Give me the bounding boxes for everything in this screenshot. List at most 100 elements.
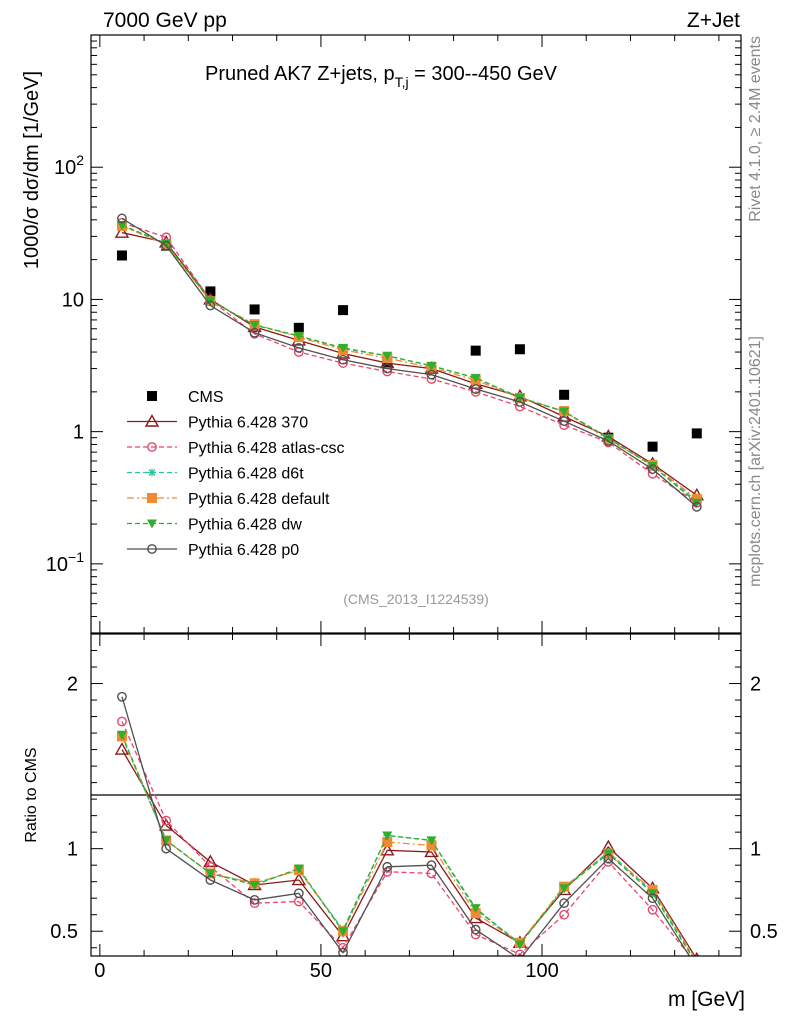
- ratio-point-4-7: [426, 836, 437, 846]
- x-axis-label: m [GeV]: [668, 988, 745, 1011]
- main-point-5-6: [382, 351, 393, 361]
- ratio-point-3-13: [691, 955, 702, 956]
- ratio-point-4-6: [382, 831, 393, 841]
- x-tick-label-1: 50: [310, 960, 332, 982]
- main-y-tick-label-2: 10: [62, 289, 84, 311]
- main-series-6: [117, 213, 702, 512]
- main-point-5-11: [603, 434, 614, 444]
- ratio-y-tick-label-left-0: 0.5: [50, 921, 78, 943]
- main-y-tick-label-0: 10−1: [46, 549, 84, 576]
- ratio-point-4-9: [514, 940, 525, 950]
- main-series-line-5: [121, 224, 698, 504]
- header-left: 7000 GeV pp: [103, 9, 227, 32]
- main-point-6-13: [691, 501, 702, 512]
- ratio-point-0-1: [158, 818, 174, 831]
- legend-label-2: Pythia 6.428 atlas-csc: [188, 440, 345, 457]
- ratio-series-3: [116, 731, 702, 956]
- main-point-6-1: [161, 240, 172, 251]
- ratio-point-5-2: [205, 875, 216, 885]
- legend-entry-4: Pythia 6.428 default: [127, 491, 330, 508]
- main-point-6-2: [205, 300, 216, 311]
- legend-entry-0: CMS: [147, 389, 224, 406]
- ratio-point-4-4: [293, 864, 304, 874]
- ratio-point-5-11: [603, 853, 614, 864]
- ratio-point-0-0: [114, 742, 130, 755]
- x-tick-label-0: 0: [94, 960, 105, 982]
- ratio-point-3-6: [382, 837, 393, 848]
- legend-marker-5: [147, 519, 157, 529]
- legend-marker-3: [148, 468, 156, 477]
- main-y-tick-label-3: 102: [54, 152, 84, 179]
- ratio-ticks: 0.5 0.5 1 1 2 2: [50, 650, 778, 949]
- ratio-y-tick-label-right-2: 2: [750, 674, 761, 696]
- main-point-2-8: [470, 386, 481, 397]
- legend-label-5: Pythia 6.428 dw: [188, 517, 302, 534]
- ratio-point-5-12: [647, 893, 658, 904]
- legend-entry-1: Pythia 6.428 370: [127, 414, 308, 432]
- ratio-y-tick-label-right-0: 0.5: [750, 921, 778, 943]
- analysis-id-label: (CMS_2013_I1224539): [343, 591, 489, 607]
- ratio-point-4-5: [338, 927, 349, 937]
- main-point-0-2: [205, 286, 216, 297]
- legend-label-0: CMS: [188, 389, 224, 406]
- main-series-1: [114, 225, 704, 501]
- ratio-point-4-10: [559, 884, 570, 894]
- main-point-0-3: [249, 304, 260, 315]
- legend-marker-4: [147, 493, 157, 503]
- legend-marker-1: [144, 414, 160, 427]
- main-point-6-10: [559, 416, 570, 427]
- ratio-y-tick-label-left-2: 2: [67, 674, 78, 696]
- main-point-5-5: [338, 343, 349, 353]
- ratio-point-1-13: [693, 960, 701, 968]
- ratio-series-5: [117, 691, 701, 971]
- main-series-2: [117, 217, 702, 508]
- legend-entry-5: Pythia 6.428 dw: [127, 517, 302, 534]
- ratio-point-0-4: [291, 872, 307, 886]
- legend-label-4: Pythia 6.428 default: [188, 491, 330, 508]
- main-point-2-6: [382, 366, 393, 377]
- main-y-tick-label-base-0: 10: [46, 554, 68, 576]
- main-point-6-9: [515, 396, 525, 407]
- ratio-point-1-10: [559, 909, 570, 920]
- main-series-3: [117, 221, 701, 505]
- ratio-series-4: [116, 730, 693, 956]
- main-point-5-0: [116, 221, 127, 231]
- ratio-y-tick-label-left-1: 1: [67, 839, 78, 861]
- ratio-series-0: [114, 742, 700, 956]
- legend-entry-2: Pythia 6.428 atlas-csc: [127, 440, 345, 457]
- x-tick-label-2: 100: [525, 960, 558, 982]
- ratio-point-5-10: [559, 898, 570, 909]
- main-point-0-13: [691, 428, 702, 439]
- legend-entry-3: Pythia 6.428 d6t: [127, 466, 304, 483]
- x-ticks: 0 50 100: [94, 35, 720, 982]
- ratio-point-5-4: [293, 888, 304, 899]
- main-point-6-8: [470, 384, 481, 394]
- legend-label-1: Pythia 6.428 370: [188, 415, 308, 432]
- ratio-series-group: [114, 691, 702, 971]
- ratio-point-1-0: [117, 716, 127, 727]
- main-point-6-11: [603, 436, 614, 446]
- legend-marker-0: [147, 391, 157, 401]
- ratio-point-5-13: [693, 963, 701, 971]
- main-point-5-8: [470, 373, 481, 383]
- ratio-point-5-1: [161, 843, 172, 854]
- ratio-y-axis-label: Ratio to CMS: [23, 747, 40, 842]
- main-point-0-8: [470, 345, 481, 356]
- main-point-6-0: [117, 213, 127, 224]
- ratio-series-1: [117, 716, 701, 968]
- main-point-6-6: [382, 363, 393, 374]
- legend-marker-6: [147, 544, 157, 554]
- main-point-5-12: [647, 461, 658, 471]
- main-y-tick-label-base-2: 10: [62, 289, 84, 311]
- main-point-5-4: [293, 331, 304, 341]
- main-point-5-7: [426, 361, 437, 371]
- mcplots-text: mcplots.cern.ch [arXiv:2401.10621]: [747, 336, 764, 587]
- header-right: Z+Jet: [687, 9, 740, 32]
- ratio-series-line-0: [121, 749, 696, 956]
- main-series-group: [114, 213, 704, 512]
- ratio-point-4-0: [116, 730, 127, 740]
- ratio-point-5-0: [117, 691, 127, 702]
- main-series-4: [116, 220, 702, 504]
